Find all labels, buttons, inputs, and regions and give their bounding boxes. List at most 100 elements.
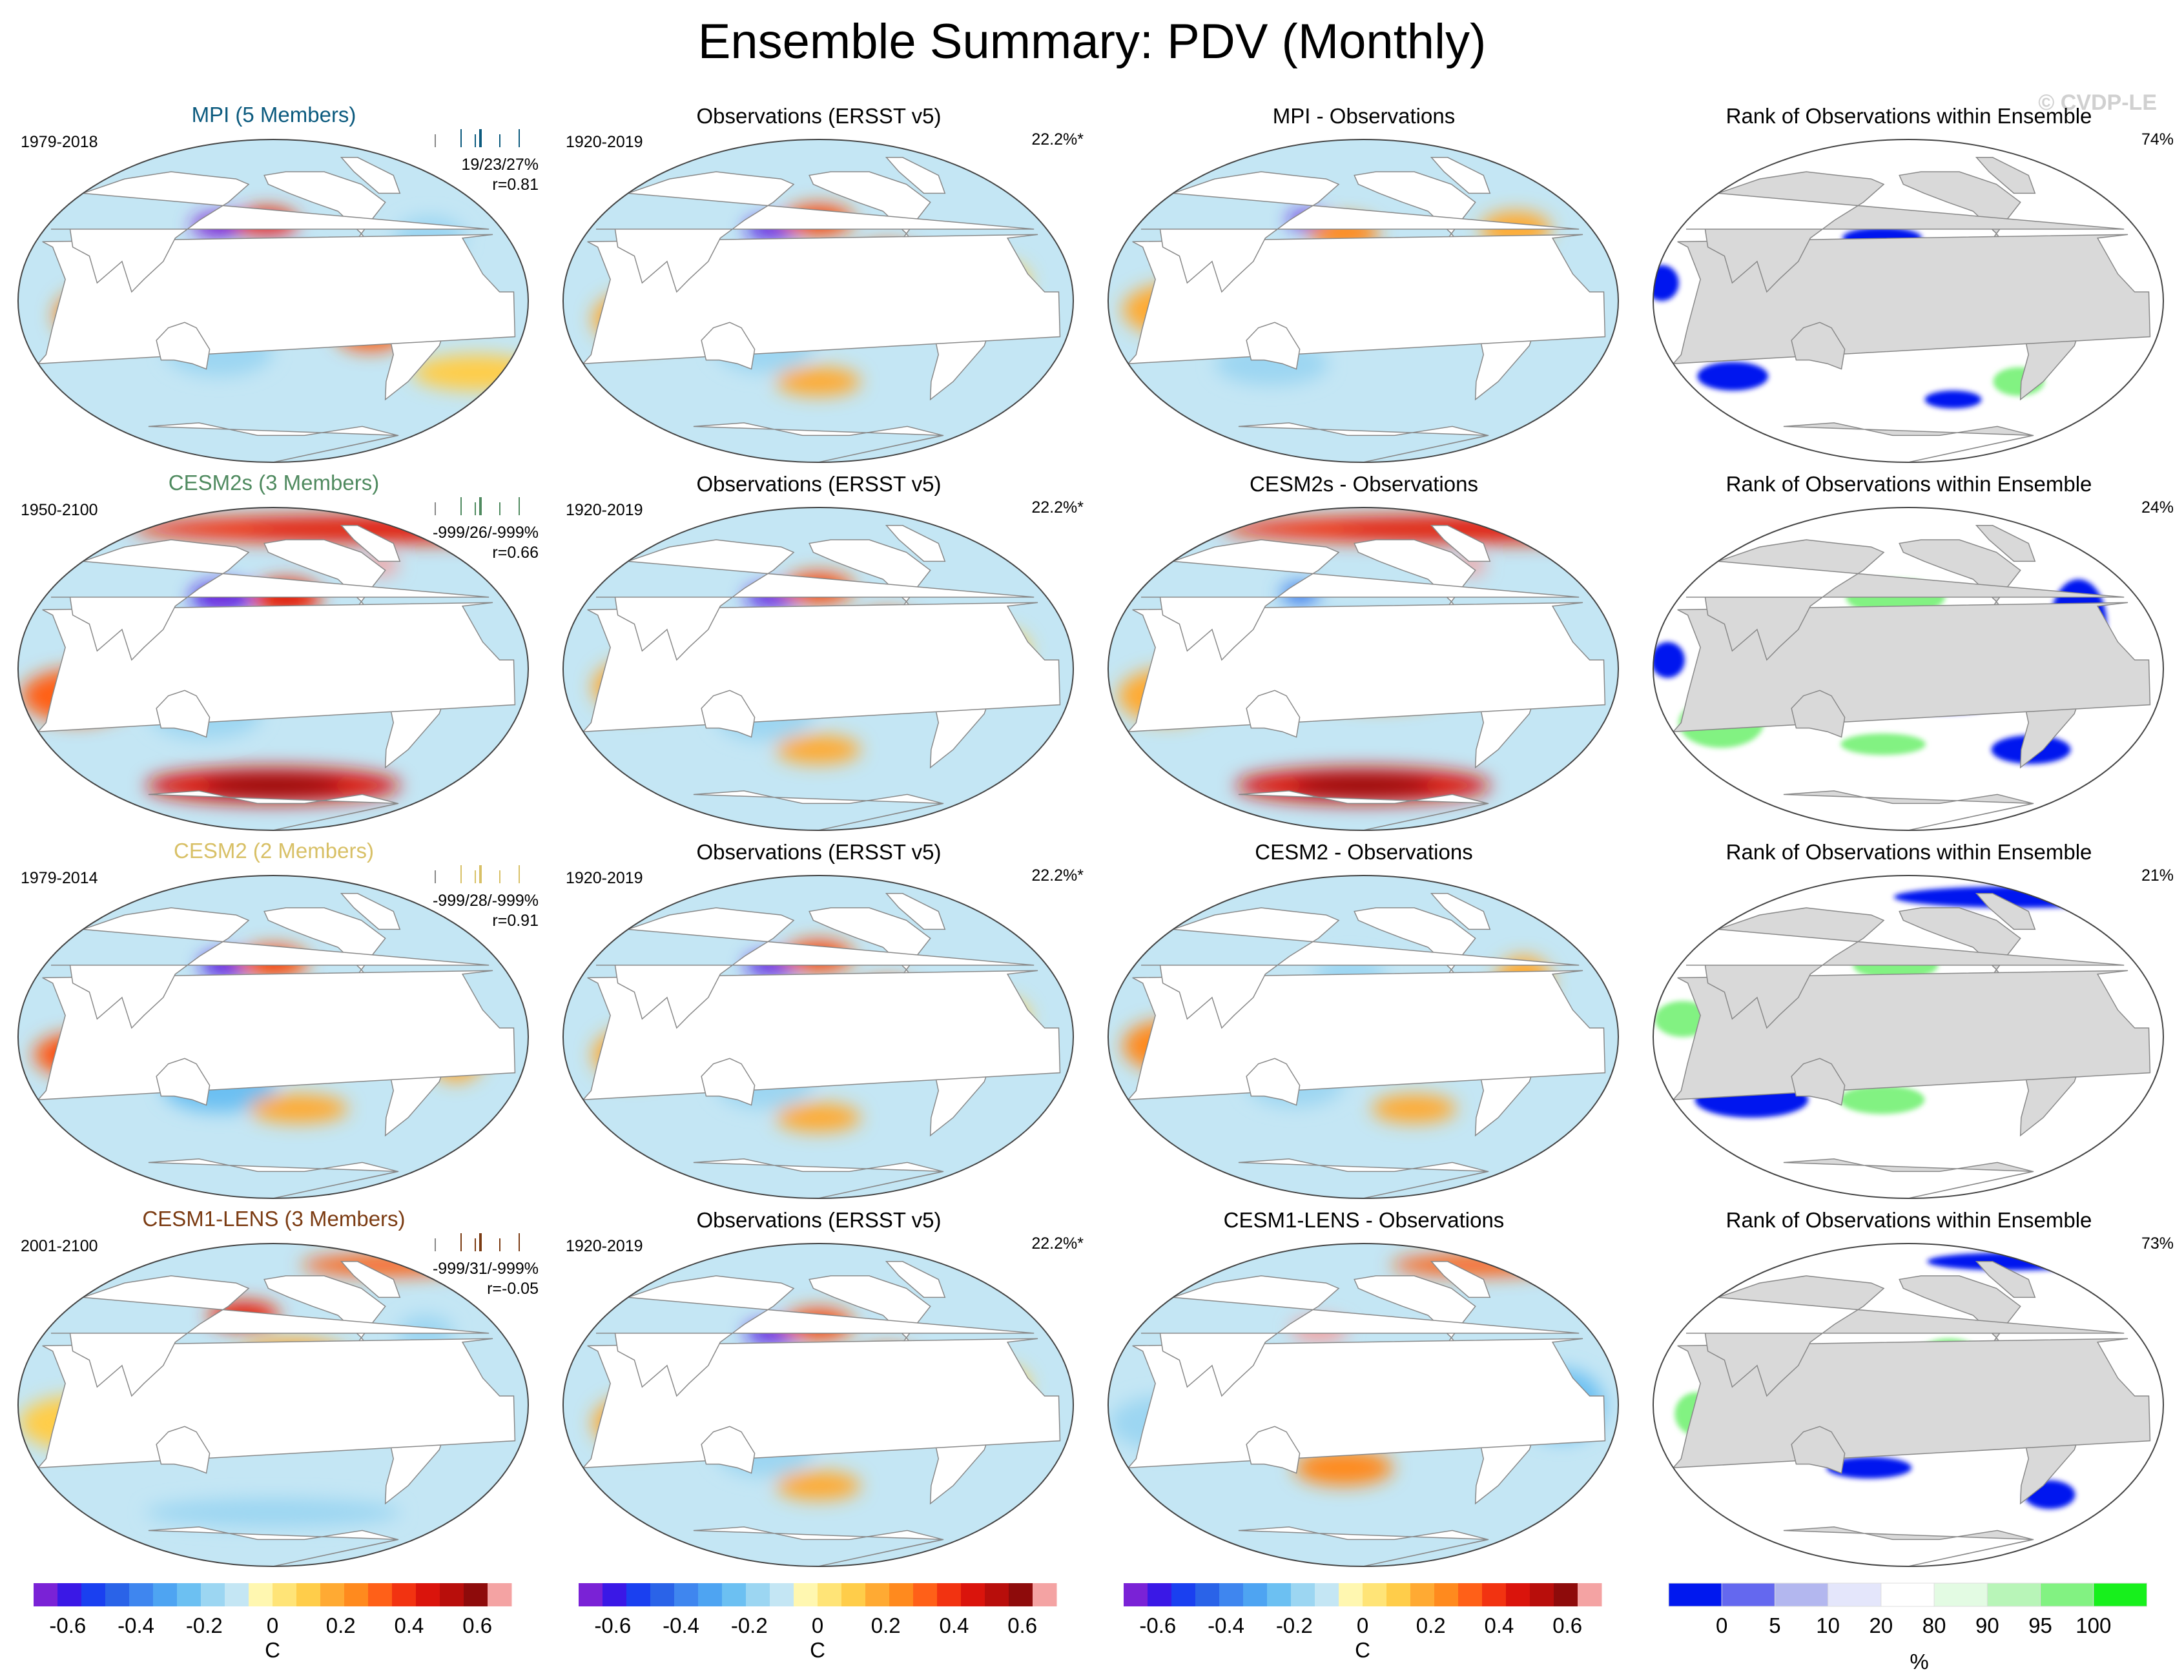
land-mass-3: [1140, 907, 1580, 1029]
land-mass-4: [701, 322, 756, 370]
map-panel: CESM1-LENS (3 Members) 2001-2100 -999/31/-…: [9, 1206, 539, 1567]
land-mass-3: [50, 907, 489, 1029]
map-border: [1107, 507, 1619, 831]
stats-line-0: -999/28/-999%: [432, 892, 539, 910]
map-panel: Observations (ERSST v5) 1920-2019 22.2%*: [554, 1206, 1084, 1567]
colorbar-unit: C: [1355, 1638, 1370, 1662]
field-anomaly-5: [1893, 886, 2149, 908]
year-range: 1979-2018: [21, 133, 98, 151]
colorbar-tick-label: -0.4: [663, 1613, 699, 1637]
colorbar-swatch-17: [440, 1583, 464, 1606]
colorbar-swatch-12: [1410, 1583, 1435, 1606]
colorbar-unit: C: [265, 1638, 280, 1662]
colorbar-swatch-1: [603, 1583, 627, 1606]
colorbar-swatches: [1668, 1583, 2147, 1607]
colorbar-swatch-19: [488, 1583, 512, 1606]
map-panel: CESM2s - Observations: [1099, 470, 1629, 831]
world-map: [1653, 139, 2164, 463]
map-panel: Rank of Observations within Ensemble 24%: [1644, 470, 2174, 831]
stats-label: -999/26/-999% r=0.66: [433, 523, 539, 563]
land-mass-5: [1975, 157, 2036, 194]
colorbar: 0 5 10 20 80 90 95 100%: [1668, 1583, 2159, 1680]
land-mass-5: [885, 157, 946, 194]
year-range: 1920-2019: [566, 1237, 643, 1255]
land-mass-5: [1975, 525, 2036, 562]
land-mass-4: [1246, 690, 1301, 738]
stats-label: 19/23/27% r=0.81: [461, 155, 539, 195]
panel-title: Rank of Observations within Ensemble: [1726, 104, 2092, 128]
panel-title: CESM2 (2 Members): [174, 839, 374, 863]
land-mass-3: [1685, 539, 2125, 661]
map-border: [1653, 875, 2164, 1199]
colorbar-swatch-12: [320, 1583, 345, 1606]
world-map: [562, 875, 1074, 1199]
colorbar-tick-label: 0.2: [1416, 1613, 1446, 1637]
panel-title: Rank of Observations within Ensemble: [1726, 1208, 2092, 1232]
colorbar-swatch-2: [626, 1583, 651, 1606]
land-mass-6: [148, 422, 399, 462]
panel-title: MPI (5 Members): [191, 103, 356, 127]
world-map: [17, 139, 529, 463]
member-spread-marks: [435, 129, 520, 147]
colorbar-swatch-6: [1267, 1583, 1292, 1606]
world-map: [17, 1243, 529, 1567]
colorbar-tick-label: 0.4: [939, 1613, 969, 1637]
colorbar-swatch-5: [153, 1583, 178, 1606]
colorbar-swatch-14: [368, 1583, 393, 1606]
field-anomaly-6: [776, 1103, 861, 1132]
colorbar-swatch-15: [937, 1583, 962, 1606]
world-map: [1107, 139, 1619, 463]
map-border: [17, 507, 529, 831]
world-map: [562, 139, 1074, 463]
map-panel: MPI - Observations: [1099, 102, 1629, 463]
land-mass-4: [1791, 322, 1846, 370]
colorbar-swatch-15: [392, 1583, 417, 1606]
land-mass-3: [50, 171, 489, 293]
colorbar-swatch-0: [34, 1583, 58, 1606]
map-border: [17, 139, 529, 463]
map-panel: Rank of Observations within Ensemble 73%: [1644, 1206, 2174, 1567]
field-anomaly-5: [1391, 1254, 1561, 1276]
colorbar-tick-label: -0.6: [594, 1613, 632, 1637]
field-anomaly-4: [1839, 1085, 1925, 1114]
land-mass-5: [885, 893, 946, 930]
colorbar-swatch-18: [1009, 1583, 1033, 1606]
land-mass-5: [340, 157, 401, 194]
colorbar-swatch-13: [344, 1583, 369, 1606]
colorbar-tick-label: 0.2: [325, 1613, 356, 1637]
field-anomaly-5: [1653, 265, 1679, 302]
colorbar-tick-label: 10: [1816, 1613, 1840, 1637]
field-anomaly-5: [249, 1094, 349, 1123]
land-mass-6: [1783, 790, 2034, 830]
world-map: [1653, 1243, 2164, 1567]
colorbar-tick-label: 0.4: [1484, 1613, 1514, 1637]
colorbar-tick-label: 0: [266, 1613, 279, 1637]
land-mass-6: [693, 1526, 944, 1566]
stats-line-1: r=0.91: [492, 912, 539, 930]
year-range: 2001-2100: [21, 1237, 98, 1255]
colorbar-swatch-16: [416, 1583, 440, 1606]
colorbar: -0.6 -0.4 -0.2 0 0.2 0.4 0.6 C: [34, 1583, 524, 1680]
land-mass-6: [1783, 1526, 2034, 1566]
map-border: [1653, 139, 2164, 463]
colorbar-swatch-3: [1828, 1583, 1882, 1607]
field-anomaly-5: [1371, 1094, 1457, 1123]
colorbar-swatch-6: [722, 1583, 747, 1606]
colorbar-tick-label: 0: [1356, 1613, 1369, 1637]
land-mass-5: [885, 525, 946, 562]
colorbar-tick-label: -0.2: [185, 1613, 223, 1637]
land-mass-6: [148, 790, 399, 830]
colorbar-swatch-14: [1458, 1583, 1483, 1606]
year-range: 1950-2100: [21, 501, 98, 519]
colorbar-swatch-3: [105, 1583, 130, 1606]
field-anomaly-2: [1293, 1450, 1394, 1486]
colorbar-tick-label: 0.4: [394, 1613, 424, 1637]
land-mass-4: [1791, 690, 1846, 738]
field-anomaly-6: [1840, 733, 1926, 755]
field-anomaly-4: [145, 1498, 401, 1527]
colorbar-swatch-15: [1482, 1583, 1507, 1606]
panel-title: CESM2s - Observations: [1250, 472, 1478, 496]
colorbar-swatch-7: [2040, 1583, 2094, 1607]
colorbar-swatch-11: [841, 1583, 866, 1606]
land-mass-6: [1238, 790, 1489, 830]
